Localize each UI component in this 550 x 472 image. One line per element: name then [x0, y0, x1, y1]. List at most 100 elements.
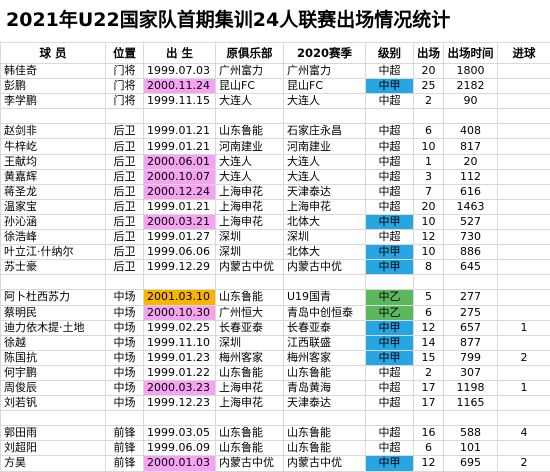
birth-date: 1999.01.21 [143, 138, 216, 155]
minutes: 1800 [443, 62, 498, 80]
column-header: 位置 [105, 42, 144, 64]
league-level: 中甲 [365, 334, 414, 351]
original-club: 上海申花 [215, 183, 284, 200]
player-row: 徐浩峰 后卫 1999.01.27 深圳 深圳 中超 12 730 [0, 229, 550, 246]
original-club: 山东鲁能 [215, 123, 284, 140]
minutes: 1463 [443, 198, 498, 215]
goals [497, 198, 550, 215]
minutes: 275 [443, 304, 498, 321]
birth-date: 2001.03.10 [143, 289, 216, 306]
player-name: 黄嘉辉 [0, 168, 106, 185]
league-level: 中乙 [365, 304, 414, 321]
league-level: 中甲 [365, 455, 414, 472]
minutes: 277 [443, 289, 498, 306]
club-2020: 北体大 [283, 244, 366, 261]
position: 前锋 [105, 440, 144, 457]
goals [497, 183, 550, 200]
goals [497, 395, 550, 412]
goals [497, 229, 550, 246]
player-name: 蒋圣龙 [0, 183, 106, 200]
goals [497, 78, 550, 95]
player-row: 何宇鹏 中场 1999.01.22 山东鲁能 山东鲁能 中超 2 307 [0, 364, 550, 381]
league-level: 中乙 [365, 289, 414, 306]
position: 后卫 [105, 229, 144, 246]
empty-cell [413, 410, 444, 427]
empty-cell [215, 410, 284, 427]
original-club: 长春亚泰 [215, 319, 284, 336]
position: 前锋 [105, 455, 144, 472]
league-level: 中甲 [365, 349, 414, 366]
appearances: 25 [413, 78, 444, 95]
player-row: 苏士豪 后卫 1999.12.29 内蒙古中优 内蒙古中优 中甲 8 645 [0, 259, 550, 276]
player-name: 周俊辰 [0, 379, 106, 397]
league-level: 中超 [365, 183, 414, 200]
appearances: 10 [413, 138, 444, 155]
column-header: 进球 [497, 42, 550, 64]
position: 门将 [105, 62, 144, 80]
original-club: 上海申花 [215, 379, 284, 397]
goals [497, 244, 550, 261]
player-name: 阿卜杜西苏力 [0, 289, 106, 306]
league-level: 中超 [365, 138, 414, 155]
title: 2021年U22国家队首期集训24人联赛出场情况统计 [6, 9, 451, 31]
league-level: 中超 [365, 153, 414, 170]
position: 后卫 [105, 198, 144, 215]
header-row: 球 员位置出 生原俱乐部 2020赛季 级别 出场 出场时间 进球 [0, 42, 550, 64]
league-level: 中超 [365, 425, 414, 442]
player-row: 李学鹏 门将 1999.11.15 大连人 大连人 中超 2 90 [0, 93, 550, 110]
birth-date: 2000.06.01 [143, 153, 216, 170]
appearances: 8 [413, 259, 444, 276]
player-row: 阿卜杜西苏力 中场 2001.03.10 山东鲁能 U19国青 中乙 5 277 [0, 289, 550, 306]
league-level: 中甲 [365, 259, 414, 276]
original-club: 山东鲁能 [215, 364, 284, 381]
club-2020: 内蒙古中优 [283, 455, 366, 472]
goals: 1 [497, 319, 550, 336]
birth-date: 2000.12.24 [143, 183, 216, 200]
column-header: 出场 [413, 42, 444, 64]
position: 中场 [105, 304, 144, 321]
birth-date: 1999.01.22 [143, 364, 216, 381]
empty-cell [0, 410, 106, 427]
original-club: 广州恒大 [215, 304, 284, 321]
player-name: 彭鹏 [0, 78, 106, 95]
goals [497, 123, 550, 140]
original-club: 大连人 [215, 153, 284, 170]
empty-cell [365, 410, 414, 427]
goals [497, 304, 550, 321]
club-2020: 青岛中创恒泰 [283, 304, 366, 321]
appearances: 20 [413, 198, 444, 215]
player-name: 牛梓屹 [0, 138, 106, 155]
club-2020: 石家庄永昌 [283, 123, 366, 140]
appearances: 6 [413, 440, 444, 457]
appearances: 14 [413, 334, 444, 351]
empty-cell [413, 274, 444, 291]
player-name: 王献均 [0, 153, 106, 170]
club-2020: 天津泰达 [283, 395, 366, 412]
goals: 2 [497, 349, 550, 366]
appearances: 15 [413, 349, 444, 366]
player-name: 徐浩峰 [0, 229, 106, 246]
empty-cell [215, 108, 284, 125]
player-row: 彭鹏 门将 2000.11.24 昆山FC 昆山FC 中甲 25 2182 [0, 78, 550, 95]
league-level: 中超 [365, 168, 414, 185]
appearances: 12 [413, 455, 444, 472]
position: 后卫 [105, 168, 144, 185]
table-body: 韩佳奇 门将 1999.07.03 广州富力 广州富力 中超 20 1800 彭鹏 门将 2000.… [0, 62, 550, 472]
empty-cell [497, 108, 550, 125]
league-level: 中甲 [365, 244, 414, 261]
club-2020: 青岛黄海 [283, 379, 366, 397]
player-row: 孙沁涵 后卫 2000.03.21 上海申花 北体大 中甲 10 527 [0, 213, 550, 231]
goals: 4 [497, 425, 550, 442]
original-club: 大连人 [215, 93, 284, 110]
position: 后卫 [105, 183, 144, 200]
original-club: 梅州客家 [215, 349, 284, 366]
original-club: 昆山FC [215, 78, 284, 95]
empty-cell [105, 274, 144, 291]
player-row: 周俊辰 中场 2000.03.23 上海申花 青岛黄海 中超 17 1198 1 [0, 379, 550, 397]
appearances: 12 [413, 319, 444, 336]
goals [497, 259, 550, 276]
appearances: 3 [413, 168, 444, 185]
empty-cell [497, 410, 550, 427]
original-club: 上海申花 [215, 198, 284, 215]
club-2020: 昆山FC [283, 78, 366, 95]
